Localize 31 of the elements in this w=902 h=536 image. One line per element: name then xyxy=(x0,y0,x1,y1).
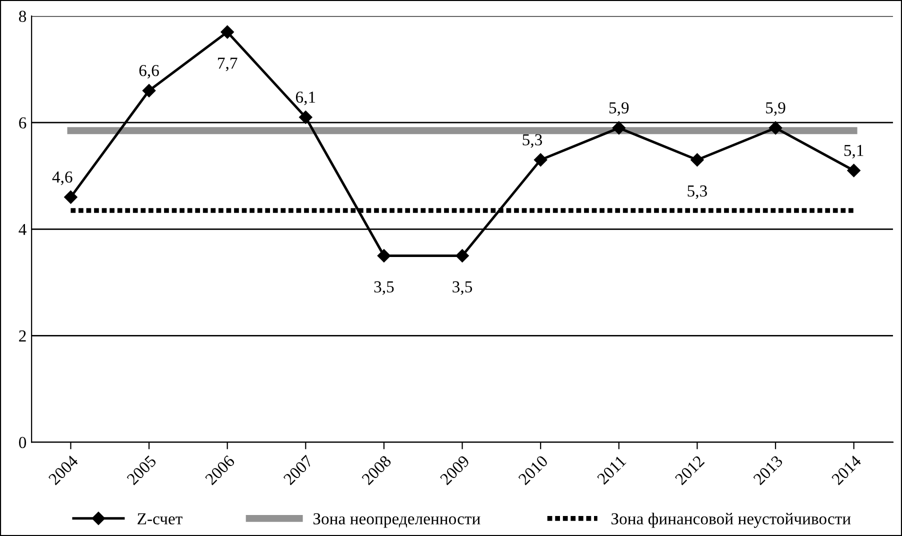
point xyxy=(768,121,782,135)
data-label: 3,5 xyxy=(452,281,472,295)
data-label: 3,5 xyxy=(374,281,394,295)
data-label: 7,7 xyxy=(218,58,238,72)
point xyxy=(612,121,626,135)
y-tick-label: 6 xyxy=(19,117,26,129)
point xyxy=(534,153,548,166)
point xyxy=(299,110,312,124)
point xyxy=(377,249,391,262)
data-label: 6,1 xyxy=(296,92,316,106)
data-label: 5,9 xyxy=(609,102,629,116)
x-tick-label: 2011 xyxy=(596,455,626,485)
data-label: 5,9 xyxy=(766,102,786,116)
y-tick-label: 2 xyxy=(19,330,26,342)
data-label: 5,1 xyxy=(844,144,864,158)
legend-label: Z-счет xyxy=(138,513,182,524)
data-label: 5,3 xyxy=(522,134,542,148)
point xyxy=(847,164,860,178)
data-label: 6,6 xyxy=(139,64,159,79)
point xyxy=(64,190,78,204)
legend-label: Зона неопределенности xyxy=(313,513,480,528)
point xyxy=(142,84,156,98)
point xyxy=(690,153,704,166)
legend-label: Зона финансовой неустойчивости xyxy=(611,512,851,528)
point xyxy=(456,249,469,262)
y-tick-label: 8 xyxy=(19,10,26,22)
y-tick-label: 0 xyxy=(19,436,26,448)
data-label: 4,6 xyxy=(52,171,72,186)
point xyxy=(220,25,234,39)
y-tick-label: 4 xyxy=(18,224,26,235)
data-label: 5,3 xyxy=(688,185,707,200)
